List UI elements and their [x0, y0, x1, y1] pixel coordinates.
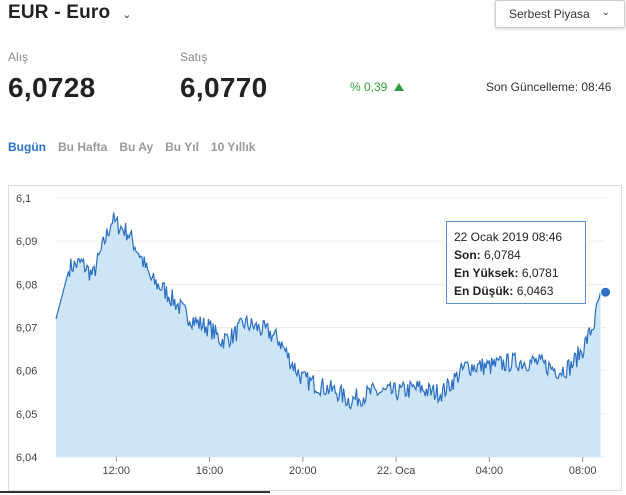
tooltip-last: Son: 6,0784 — [454, 248, 521, 262]
divider — [0, 491, 270, 493]
x-tick-label: 22. Oca — [377, 465, 416, 477]
series-line — [55, 212, 602, 410]
y-tick-label: 6,08 — [16, 279, 37, 291]
arrow-up-icon — [394, 83, 405, 91]
tab-this-week[interactable]: Bu Hafta — [58, 140, 108, 154]
buy-price: 6,0728 — [8, 72, 96, 103]
market-dropdown-label: Serbest Piyasa — [509, 7, 590, 21]
y-tick-label: 6,1 — [16, 193, 31, 205]
page-title: EUR - Euro — [8, 2, 111, 23]
tooltip-low: En Düşük: 6,0463 — [454, 284, 554, 298]
tab-today[interactable]: Bugün — [8, 140, 46, 154]
market-dropdown[interactable]: Serbest Piyasa ⌄ — [495, 0, 625, 28]
buy-label: Alış — [8, 50, 29, 64]
tab-this-month[interactable]: Bu Ay — [119, 140, 154, 154]
sell-label: Satış — [180, 50, 208, 64]
x-tick-label: 12:00 — [102, 465, 130, 477]
y-tick-label: 6,04 — [16, 452, 37, 464]
x-tick-label: 16:00 — [196, 465, 224, 477]
y-tick-label: 6,07 — [16, 323, 37, 335]
tooltip-high: En Yüksek: 6,0781 — [454, 266, 559, 280]
x-tick-label: 04:00 — [476, 465, 504, 477]
sell-price: 6,0770 — [180, 72, 268, 103]
change-indicator: % 0,39 — [350, 80, 405, 94]
chevron-down-icon[interactable]: ⌄ — [122, 9, 132, 21]
x-tick-label: 08:00 — [569, 465, 597, 477]
last-updated: Son Güncelleme: 08:46 — [486, 80, 612, 94]
tooltip-date: 22 Ocak 2019 08:46 — [454, 230, 563, 244]
series-area — [56, 212, 601, 457]
y-tick-label: 6,05 — [16, 409, 37, 421]
last-point-marker — [600, 286, 612, 298]
y-tick-label: 6,09 — [16, 236, 37, 248]
currency-selector[interactable]: EUR - Euro ⌄ — [8, 2, 132, 24]
tab-10-years[interactable]: 10 Yıllık — [210, 140, 256, 154]
change-value: % 0,39 — [350, 80, 388, 94]
period-tabs: Bugün Bu Hafta Bu Ay Bu Yıl 10 Yıllık — [8, 140, 267, 154]
x-tick-label: 20:00 — [289, 465, 317, 477]
chevron-down-icon: ⌄ — [601, 7, 610, 18]
tab-this-year[interactable]: Bu Yıl — [165, 140, 199, 154]
y-tick-label: 6,06 — [16, 366, 37, 378]
chart-tooltip: 22 Ocak 2019 08:46 Son: 6,0784 En Yüksek… — [446, 221, 586, 304]
